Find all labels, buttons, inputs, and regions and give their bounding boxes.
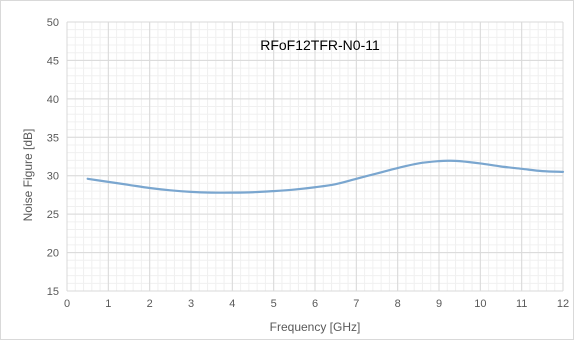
series-line (86, 159, 565, 194)
y-tick-label: 35 (47, 132, 59, 144)
x-tick-label: 11 (516, 298, 527, 310)
y-tick-label: 15 (47, 286, 59, 298)
x-tick-label: 4 (229, 298, 235, 310)
y-tick-label: 20 (47, 248, 59, 260)
x-axis-title: Frequency [GHz] (270, 320, 361, 334)
x-tick-label: 10 (474, 298, 486, 310)
y-tick-label: 40 (47, 94, 59, 106)
chart-title: RFoF12TFR-N0-11 (260, 37, 380, 53)
x-axis-tick-labels: 0 1 2 3 4 5 6 7 8 9 10 11 12 (64, 298, 569, 310)
x-tick-label: 5 (271, 298, 277, 310)
major-gridlines (66, 21, 564, 292)
x-tick-label: 6 (312, 298, 318, 310)
y-tick-label: 45 (47, 55, 59, 67)
x-tick-label: 12 (557, 298, 569, 310)
x-tick-label: 2 (147, 298, 153, 310)
x-tick-label: 7 (353, 298, 359, 310)
y-tick-label: 25 (47, 209, 59, 221)
x-tick-label: 9 (436, 298, 442, 310)
y-tick-label: 50 (47, 17, 59, 29)
x-tick-label: 8 (395, 298, 401, 310)
x-tick-label: 3 (188, 298, 194, 310)
y-axis-title: Noise Figure [dB] (21, 129, 35, 222)
y-axis-tick-labels: 15 20 25 30 35 40 45 50 (47, 17, 59, 298)
x-tick-label: 1 (105, 298, 111, 310)
y-tick-label: 30 (47, 171, 59, 183)
x-tick-label: 0 (64, 298, 70, 310)
series-group (86, 159, 565, 194)
